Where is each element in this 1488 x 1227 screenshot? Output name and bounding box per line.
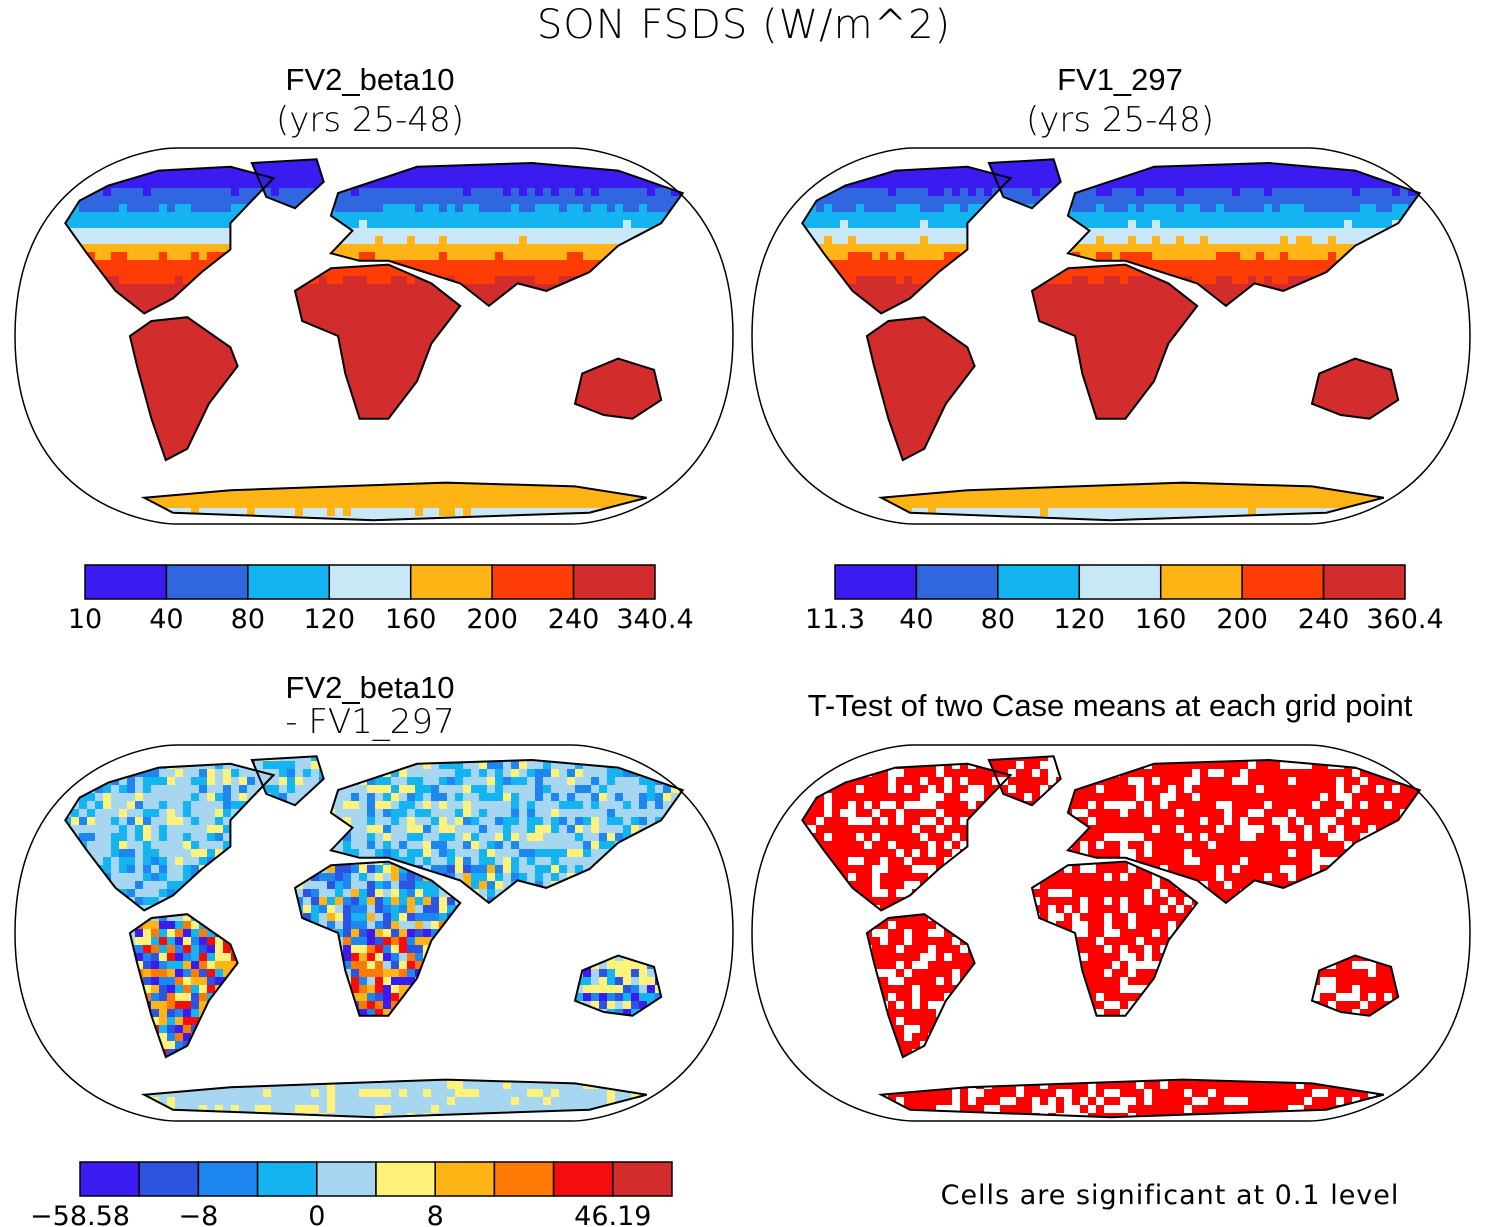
map-border [751,744,1471,1122]
colorbar-swatch [1241,564,1325,600]
colorbar-swatch [552,1161,614,1197]
panel-1-title: FV2_beta10 [285,62,455,97]
colorbar-swatch [138,1161,200,1197]
coastline-australia [573,357,663,420]
colorbar-tick-label: 160 [385,604,437,635]
colorbar-swatch [493,1161,555,1197]
colorbar-tick-label: −8 [178,1201,218,1227]
colorbar-tick-label: 200 [466,604,518,635]
colorbar-swatch [79,1161,140,1197]
coastline-south-america [128,316,239,462]
coastline-antarctica [140,481,648,522]
panel-2-subtitle: (yrs 25-48) [1026,100,1214,140]
colorbar-swatch [328,564,412,600]
coastline-antarctica [140,1078,648,1119]
colorbar-tick-label: 11.3 [805,604,865,635]
panel-4-title: T-Test of two Case means at each grid po… [807,688,1413,723]
map-panel-2 [751,147,1471,525]
map-panel-4 [751,744,1471,1122]
colorbar-tick-label: 40 [899,604,933,635]
coastline-antarctica [877,1078,1385,1119]
coastline-north-america [64,165,276,315]
coastline-europe-asia [329,758,685,905]
colorbar-tick-label: 340.4 [616,604,693,635]
coastline-australia [573,954,663,1017]
colorbar-tick-label: 160 [1135,604,1187,635]
coastline-australia [1310,357,1400,420]
colorbar-swatch [1078,564,1162,600]
map-cells [65,159,683,521]
colorbar-swatch [316,1161,377,1197]
colorbar-swatch [612,1161,673,1197]
colorbar-tick-label: 80 [231,604,265,635]
map-border [751,147,1471,525]
colorbar-swatch [997,564,1081,600]
colorbar-tick-label: −58.58 [30,1201,130,1227]
colorbar-tick-label: 240 [1298,604,1350,635]
coastline-africa [293,860,462,1017]
colorbar-tick-label: 120 [304,604,356,635]
coastline-africa [1030,263,1199,420]
colorbar-panel-3: −58.58 −8 0 8 46.19 [30,1161,673,1227]
coastline-south-america [865,316,976,462]
colorbar-swatch [572,564,656,600]
coastline-antarctica [877,481,1385,522]
colorbar-swatch [165,564,249,600]
colorbar-tick-label: 8 [427,1201,444,1227]
panel-3-title: FV2_beta10 [285,670,455,705]
map-cells [65,756,683,1118]
coastline-south-america [128,913,239,1059]
colorbar-tick-label: 200 [1216,604,1268,635]
coastline-greenland [987,755,1062,807]
map-cells [802,756,1420,1118]
colorbar-swatch [409,564,493,600]
colorbar-tick-label: 80 [981,604,1015,635]
colorbar-swatch [1159,564,1243,600]
colorbar-swatch [247,564,331,600]
panel-2-title: FV1_297 [1057,62,1183,97]
colorbar-tick-label: 240 [548,604,600,635]
colorbar-tick-label: 40 [149,604,183,635]
colorbar-swatch [197,1161,259,1197]
map-border [14,147,734,525]
significance-note: Cells are significant at 0.1 level [940,1180,1400,1211]
colorbar-swatch [1322,564,1406,600]
map-border [14,744,734,1122]
colorbar-swatch [84,564,168,600]
coastline-north-america [801,165,1013,315]
colorbar-tick-label: 0 [308,1201,325,1227]
colorbar-swatch [915,564,999,600]
panel-1-subtitle: (yrs 25-48) [276,100,464,140]
colorbar-swatch [491,564,575,600]
colorbar-tick-label: 46.19 [574,1201,651,1227]
coastline-north-america [801,762,1013,912]
coastline-europe-asia [329,161,685,308]
coastline-south-america [865,913,976,1059]
coastline-north-america [64,762,276,912]
map-cells [802,159,1420,521]
colorbar-panel-1: 10 40 80 120 160 200 240 340.4 [68,564,694,635]
colorbar-swatch [375,1161,436,1197]
coastline-africa [293,263,462,420]
coastline-greenland [250,755,325,807]
colorbar-swatch [834,564,918,600]
colorbar-tick-label: 360.4 [1366,604,1443,635]
coastline-europe-asia [1066,161,1422,308]
map-panel-1 [14,147,734,525]
colorbar-panel-2: 11.3 40 80 120 160 200 240 360.4 [805,564,1444,635]
colorbar-tick-label: 10 [68,604,102,635]
panel-3-subtitle: - FV1_297 [285,702,455,742]
coastline-greenland [987,158,1062,210]
colorbar-swatch [434,1161,496,1197]
coastline-africa [1030,860,1199,1017]
coastline-europe-asia [1066,758,1422,905]
coastline-greenland [250,158,325,210]
colorbar-swatch [256,1161,318,1197]
coastline-australia [1310,954,1400,1017]
figure-title: SON FSDS (W/m^2) [536,2,952,48]
colorbar-tick-label: 120 [1054,604,1106,635]
map-panel-3 [14,744,734,1122]
